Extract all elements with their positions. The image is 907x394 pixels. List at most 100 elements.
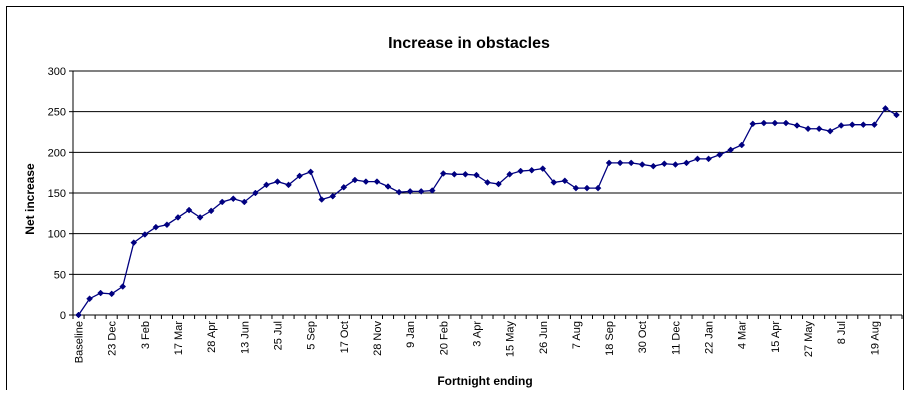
x-tick-label: 7 Aug bbox=[571, 321, 583, 349]
y-tick-label: 0 bbox=[60, 310, 66, 322]
x-tick-label: 26 Jun bbox=[538, 321, 550, 354]
data-point bbox=[174, 214, 182, 221]
data-point bbox=[362, 178, 370, 185]
data-point bbox=[86, 295, 93, 303]
data-point bbox=[616, 159, 624, 167]
data-point bbox=[859, 121, 867, 129]
axes bbox=[69, 70, 903, 319]
series-line bbox=[77, 107, 897, 316]
data-point bbox=[649, 162, 657, 170]
data-point bbox=[130, 239, 138, 246]
x-axis-title: Fortnight ending bbox=[437, 374, 532, 388]
x-tick-labels: Baseline 23 Dec 3 Feb 17 Mar 28 Apr 13 Jun 25 … bbox=[74, 321, 882, 364]
x-tick-label: 15 May bbox=[505, 321, 517, 358]
data-point bbox=[395, 188, 403, 196]
data-point bbox=[185, 206, 193, 214]
data-point bbox=[97, 289, 104, 297]
data-point bbox=[163, 221, 171, 229]
data-point bbox=[506, 170, 513, 178]
data-point bbox=[384, 183, 392, 190]
data-point bbox=[196, 214, 204, 221]
data-point bbox=[583, 184, 591, 192]
chart-title: Increase in obstacles bbox=[388, 35, 550, 52]
data-point bbox=[473, 171, 480, 179]
data-point bbox=[550, 179, 558, 186]
x-tick-label: 27 May bbox=[803, 321, 815, 358]
data-point bbox=[406, 188, 414, 195]
data-point bbox=[450, 170, 458, 178]
data-point bbox=[605, 159, 613, 167]
data-point bbox=[351, 176, 359, 184]
data-point bbox=[119, 283, 127, 290]
y-tick-label: 300 bbox=[48, 66, 66, 78]
data-point bbox=[439, 170, 447, 177]
x-tick-label: 28 Nov bbox=[372, 321, 384, 356]
data-point bbox=[517, 167, 525, 175]
x-tick-label: Baseline bbox=[74, 321, 86, 363]
data-point bbox=[274, 178, 281, 185]
data-point bbox=[638, 161, 646, 168]
x-tick-label: 3 Feb bbox=[140, 321, 152, 349]
data-point bbox=[561, 177, 569, 185]
x-tick-label: 8 Jul bbox=[836, 321, 848, 344]
x-tick-label: 5 Sep bbox=[306, 321, 318, 350]
x-tick-label: 9 Jan bbox=[405, 321, 417, 348]
data-point bbox=[804, 125, 812, 133]
data-point bbox=[793, 122, 801, 129]
x-tick-label: 20 Feb bbox=[438, 321, 450, 355]
y-tick-label: 250 bbox=[48, 107, 66, 119]
data-point bbox=[826, 127, 834, 135]
gridlines bbox=[73, 70, 902, 275]
data-point bbox=[417, 188, 425, 195]
data-point bbox=[484, 179, 491, 186]
data-point bbox=[694, 155, 701, 163]
data-point bbox=[594, 184, 602, 192]
data-point bbox=[660, 160, 668, 168]
data-point bbox=[760, 119, 768, 127]
data-point bbox=[207, 207, 215, 215]
data-point bbox=[716, 151, 723, 159]
data-point bbox=[771, 119, 779, 127]
data-point bbox=[263, 181, 270, 189]
y-tick-labels: 0 50 100 150 200 250 300 bbox=[48, 66, 66, 322]
data-point bbox=[252, 189, 259, 197]
data-point bbox=[318, 196, 326, 203]
data-point bbox=[539, 165, 547, 172]
data-point bbox=[462, 170, 469, 178]
data-point bbox=[848, 121, 856, 129]
data-point bbox=[627, 159, 635, 167]
data-point bbox=[240, 198, 248, 206]
data-point bbox=[727, 146, 735, 154]
data-point bbox=[572, 184, 580, 192]
data-point bbox=[738, 141, 746, 149]
x-tick-label: 18 Sep bbox=[604, 321, 616, 356]
x-tick-label: 22 Jan bbox=[704, 321, 716, 354]
data-point bbox=[141, 231, 149, 238]
x-tick-label: 4 Mar bbox=[737, 321, 749, 349]
data-point bbox=[882, 105, 889, 112]
x-tick-label: 17 Oct bbox=[339, 321, 351, 353]
x-tick-label: 23 Dec bbox=[107, 321, 119, 356]
data-point bbox=[705, 155, 712, 163]
data-point bbox=[749, 120, 757, 128]
x-tick-label: 17 Mar bbox=[173, 321, 185, 356]
x-tick-label: 3 Apr bbox=[471, 321, 483, 347]
data-point bbox=[871, 121, 878, 129]
data-point bbox=[428, 187, 436, 194]
data-point bbox=[495, 180, 502, 188]
data-point bbox=[329, 192, 337, 200]
data-point bbox=[893, 111, 900, 119]
y-tick-label: 150 bbox=[48, 188, 66, 200]
data-point bbox=[307, 168, 315, 176]
x-tick-label: 11 Dec bbox=[670, 321, 682, 356]
series-net-increase bbox=[75, 105, 900, 319]
data-point bbox=[108, 290, 116, 298]
x-tick-label: 19 Aug bbox=[869, 321, 881, 355]
data-point bbox=[373, 178, 381, 185]
data-point bbox=[296, 172, 303, 180]
y-axis-title: Net increase bbox=[23, 163, 37, 235]
y-tick-label: 50 bbox=[54, 269, 66, 281]
data-point bbox=[672, 161, 679, 168]
x-tick-label: 25 Jul bbox=[272, 321, 284, 350]
data-point bbox=[75, 311, 82, 319]
